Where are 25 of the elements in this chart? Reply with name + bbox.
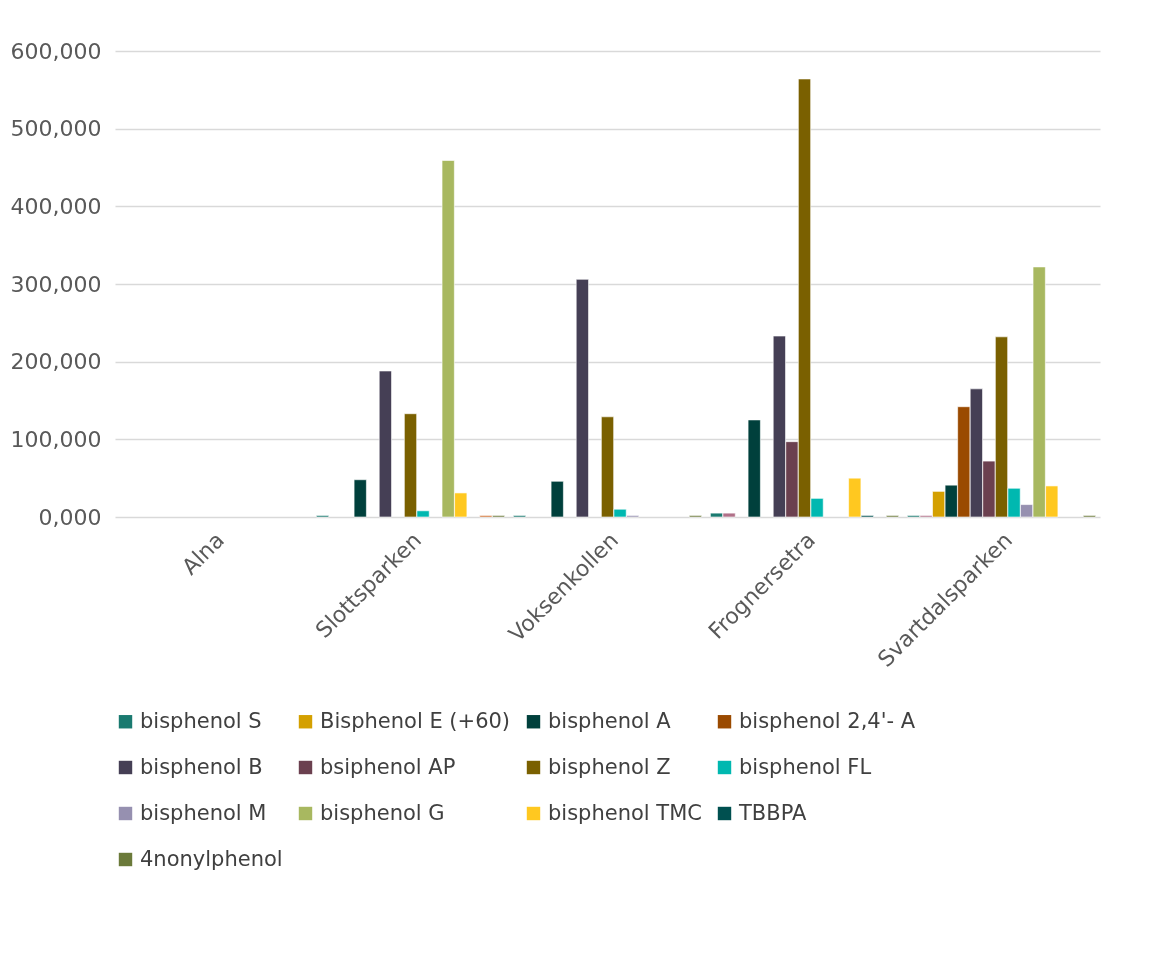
legend-label: bsiphenol AP	[320, 754, 456, 779]
y-tick-label: 500,000	[10, 116, 102, 142]
legend-label: bisphenol S	[140, 708, 262, 733]
legend-label: bisphenol G	[320, 800, 445, 825]
legend-label: bisphenol A	[548, 708, 672, 733]
y-tick-label: 300,000	[10, 271, 102, 297]
legend-label: TBBPA	[738, 800, 807, 825]
legend-label: bisphenol Z	[548, 754, 671, 779]
legend-label: bisphenol M	[140, 800, 267, 825]
y-tick-label: 0,000	[38, 504, 102, 530]
bar	[378, 370, 392, 518]
y-tick-label: 600,000	[10, 38, 102, 64]
legend-label: bisphenol FL	[739, 754, 872, 779]
y-tick-label: 200,000	[10, 349, 102, 375]
y-tick-label: 400,000	[10, 193, 102, 219]
legend-label: bisphenol 2,4'- A	[739, 708, 916, 733]
bar	[353, 479, 367, 518]
y-tick-label: 100,000	[10, 426, 102, 452]
legend-label: bisphenol B	[140, 754, 263, 779]
legend-label: bisphenol TMC	[548, 800, 702, 825]
legend-label: Bisphenol E (+60)	[320, 708, 511, 733]
legend-label: 4nonylphenol	[140, 846, 283, 871]
bar	[575, 279, 589, 518]
bar	[550, 480, 564, 518]
bar	[747, 419, 761, 518]
